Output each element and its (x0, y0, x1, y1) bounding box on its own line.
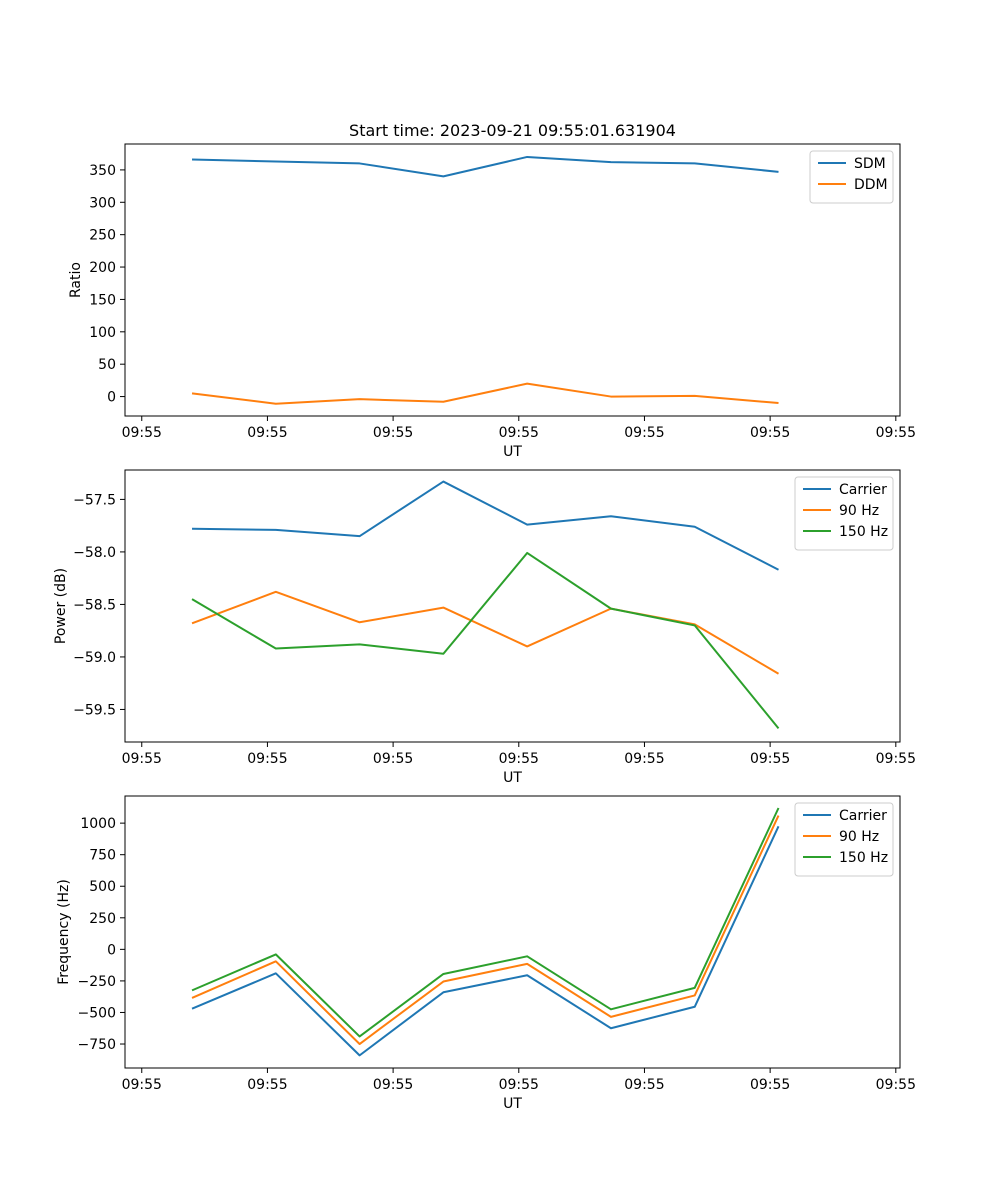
y-tick-label: −57.5 (73, 492, 116, 508)
legend-entry: 90 Hz (839, 829, 879, 845)
y-tick-label: 150 (89, 292, 116, 308)
x-tick-label: 09:55 (624, 1077, 664, 1093)
y-tick-label: 50 (98, 357, 116, 373)
series-line-150-hz (191, 807, 780, 1038)
x-tick-label: 09:55 (247, 1077, 287, 1093)
x-tick-label: 09:55 (624, 425, 664, 441)
y-tick-label: −59.5 (73, 702, 116, 718)
x-tick-label: 09:55 (373, 425, 413, 441)
x-tick-label: 09:55 (499, 751, 539, 767)
y-tick-label: 0 (107, 942, 116, 958)
chart-panel-1: Start time: 2023-09-21 09:55:01.631904 09… (68, 121, 916, 460)
y-tick-label: 500 (89, 879, 116, 895)
x-tick-label: 09:55 (876, 1077, 916, 1093)
y-tick-label: 100 (89, 325, 116, 341)
legend: SDM DDM (809, 150, 894, 204)
y-tick-label: 250 (89, 228, 116, 244)
y-tick-label: −250 (78, 974, 116, 990)
x-tick-label: 09:55 (750, 1077, 790, 1093)
series-line-carrier (191, 825, 780, 1057)
series-line-carrier (192, 480, 779, 571)
x-tick-label: 09:55 (499, 425, 539, 441)
y-axis-label: Ratio (68, 262, 84, 298)
x-axis-label: UT (503, 770, 522, 786)
y-tick-label: −58.5 (73, 597, 116, 613)
y-tick-label: 200 (89, 260, 116, 276)
legend: Carrier 90 Hz 150 Hz (794, 802, 894, 877)
plot-area-frame (124, 469, 901, 743)
x-tick-label: 09:55 (122, 751, 162, 767)
x-tick-label: 09:55 (499, 1077, 539, 1093)
y-tick-label: 300 (89, 195, 116, 211)
legend-entry: Carrier (839, 808, 887, 824)
series-line-150-hz (191, 551, 780, 729)
chart-panel-2: 09:55 09:55 09:55 09:55 09:55 09:55 09:55 −59.5… (53, 469, 916, 786)
x-tick-label: 09:55 (876, 751, 916, 767)
y-tick-label: −500 (78, 1005, 116, 1021)
y-tick-label: 250 (89, 911, 116, 927)
y-tick-label: −59.0 (73, 650, 116, 666)
y-tick-label: 750 (89, 848, 116, 864)
y-axis-label: Frequency (Hz) (56, 879, 72, 985)
x-tick-label: 09:55 (122, 425, 162, 441)
chart-title: Start time: 2023-09-21 09:55:01.631904 (349, 121, 676, 140)
legend-entry: 150 Hz (839, 524, 888, 540)
x-tick-label: 09:55 (750, 425, 790, 441)
x-tick-label: 09:55 (750, 751, 790, 767)
legend: Carrier 90 Hz 150 Hz (794, 476, 894, 551)
x-tick-label: 09:55 (247, 751, 287, 767)
y-tick-label: 0 (107, 390, 116, 406)
legend-entry: DDM (854, 177, 888, 193)
series-line-sdm (192, 155, 779, 178)
legend-entry: SDM (854, 156, 886, 172)
x-tick-label: 09:55 (122, 1077, 162, 1093)
series-line-ddm (191, 382, 779, 405)
plot-area-frame (124, 143, 901, 417)
y-axis-label: Power (dB) (53, 568, 69, 644)
x-axis-label: UT (503, 1096, 522, 1112)
chart-panel-3: 09:55 09:55 09:55 09:55 09:55 09:55 09:55 −750 −… (56, 795, 916, 1112)
x-tick-label: 09:55 (624, 751, 664, 767)
y-tick-label: 350 (89, 163, 116, 179)
x-tick-label: 09:55 (876, 425, 916, 441)
x-axis-label: UT (503, 444, 522, 460)
y-tick-label: −750 (78, 1037, 116, 1053)
y-tick-label: 1000 (80, 816, 116, 832)
legend-entry: Carrier (839, 482, 887, 498)
x-tick-label: 09:55 (373, 751, 413, 767)
plot-area-frame (124, 795, 901, 1069)
legend-entry: 150 Hz (839, 850, 888, 866)
legend-entry: 90 Hz (839, 503, 879, 519)
x-tick-label: 09:55 (247, 425, 287, 441)
series-line-90-hz (191, 815, 780, 1046)
x-tick-label: 09:55 (373, 1077, 413, 1093)
y-tick-label: −58.0 (73, 545, 116, 561)
